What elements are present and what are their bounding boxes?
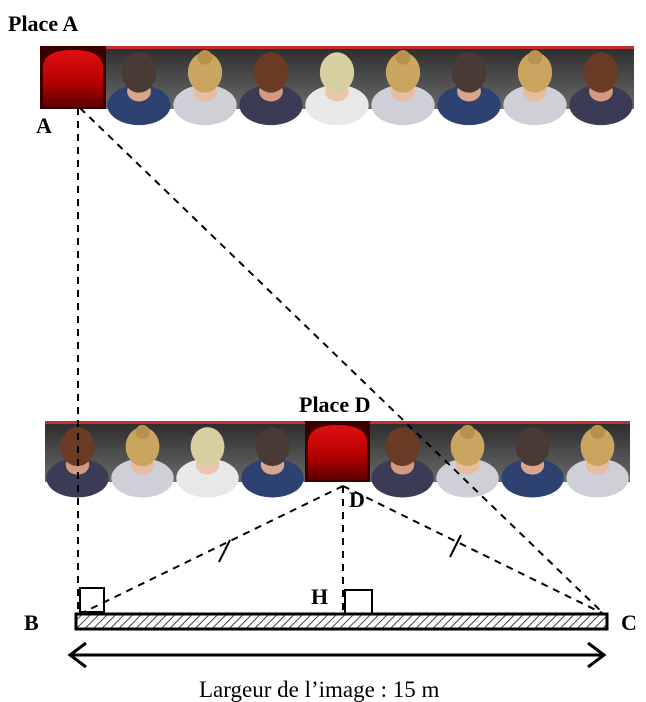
row-place-d bbox=[45, 421, 630, 498]
equal-length-marks bbox=[219, 535, 461, 562]
spectator-blond-bun bbox=[435, 421, 500, 498]
construction-lines bbox=[78, 108, 604, 614]
label-place-a: Place A bbox=[8, 11, 78, 36]
label-place-d: Place D bbox=[299, 392, 370, 417]
spectator-light-blond bbox=[175, 421, 240, 498]
spectator-light-blond bbox=[304, 46, 370, 125]
empty-red-seat bbox=[305, 421, 370, 482]
right-angle-h bbox=[345, 590, 372, 614]
spectator-blond-bun bbox=[370, 46, 436, 125]
spectator-blond-bun bbox=[110, 421, 175, 498]
spectator-dark-hair bbox=[240, 421, 305, 498]
spectator-brown-hair bbox=[238, 46, 304, 125]
width-caption: Largeur de l’image : 15 m bbox=[199, 677, 439, 702]
label-point-c: C bbox=[621, 610, 637, 635]
width-arrow bbox=[70, 643, 604, 667]
row-place-a bbox=[40, 46, 634, 125]
spectator-brown-hair bbox=[370, 421, 435, 498]
label-point-a: A bbox=[36, 113, 52, 138]
label-point-d: D bbox=[349, 487, 365, 512]
right-angle-markers bbox=[80, 588, 372, 614]
label-point-b: B bbox=[24, 610, 39, 635]
spectator-dark-hair bbox=[436, 46, 502, 125]
spectator-brown-hair bbox=[568, 46, 634, 125]
spectator-blond-bun bbox=[172, 46, 238, 125]
spectator-blond-bun bbox=[565, 421, 630, 498]
label-point-h: H bbox=[311, 584, 328, 609]
empty-red-seat bbox=[40, 46, 106, 109]
line-d-b bbox=[80, 486, 343, 614]
spectator-blond-bun bbox=[502, 46, 568, 125]
cinema-screen bbox=[76, 614, 607, 629]
spectator-dark-hair bbox=[106, 46, 172, 125]
line-d-c bbox=[343, 486, 604, 614]
spectator-dark-hair bbox=[500, 421, 565, 498]
